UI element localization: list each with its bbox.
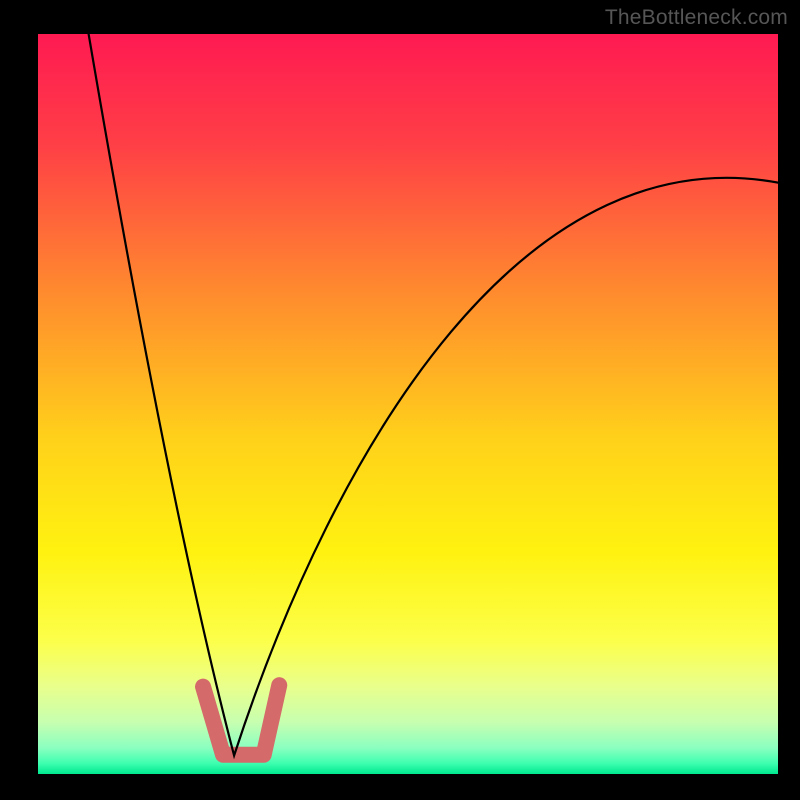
bottleneck-curve	[86, 34, 778, 755]
chart-overlay	[38, 34, 778, 774]
chart-plot-area	[38, 34, 778, 774]
watermark-text: TheBottleneck.com	[605, 6, 788, 30]
notch-marker	[203, 685, 279, 755]
